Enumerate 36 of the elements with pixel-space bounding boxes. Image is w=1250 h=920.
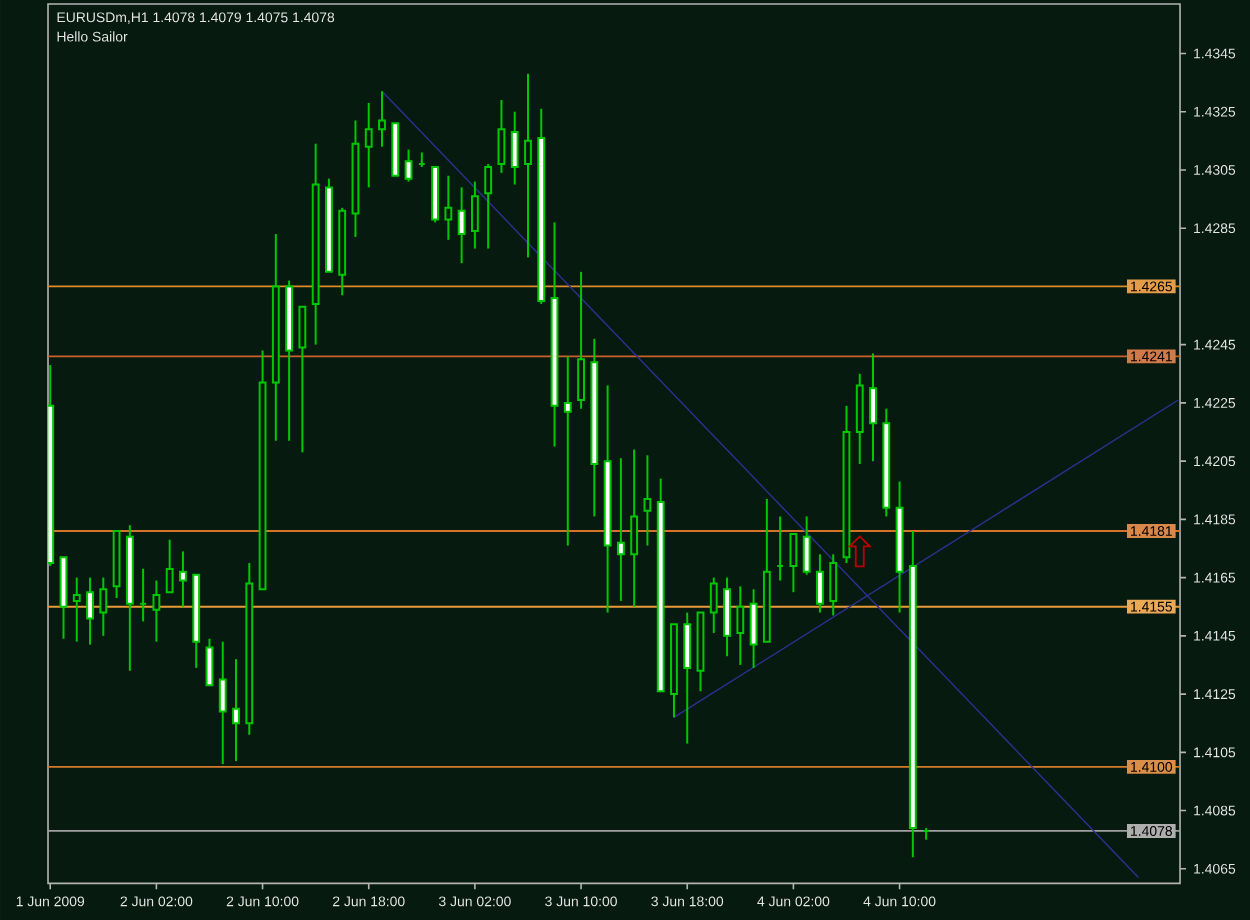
candlestick bbox=[497, 99, 506, 174]
candlestick bbox=[616, 457, 625, 602]
candlestick bbox=[165, 538, 174, 594]
candlestick bbox=[577, 270, 585, 410]
candlestick bbox=[816, 553, 824, 614]
candlestick bbox=[152, 579, 161, 643]
candlestick bbox=[232, 658, 240, 763]
candlestick bbox=[86, 576, 94, 646]
candlestick bbox=[683, 611, 692, 745]
candlestick bbox=[829, 553, 838, 617]
candlestick bbox=[630, 448, 639, 608]
candlestick bbox=[723, 576, 731, 658]
candlestick bbox=[524, 72, 532, 259]
candlestick bbox=[709, 576, 718, 634]
candlestick bbox=[364, 101, 373, 189]
candlestick bbox=[404, 148, 413, 183]
candlestick bbox=[736, 585, 745, 666]
candlestick bbox=[855, 372, 864, 466]
candlestick bbox=[99, 576, 108, 637]
candlestick bbox=[563, 355, 572, 547]
candlestick bbox=[643, 454, 652, 547]
candlestick bbox=[72, 576, 81, 643]
candlestick bbox=[298, 305, 307, 454]
candlestick bbox=[484, 163, 493, 250]
candlestick bbox=[378, 90, 386, 148]
candlestick bbox=[179, 550, 187, 608]
candlestick bbox=[789, 532, 798, 594]
candlestick bbox=[510, 110, 519, 186]
candlestick bbox=[205, 637, 214, 687]
candlestick bbox=[869, 352, 877, 463]
candlestick bbox=[802, 515, 811, 576]
candlestick bbox=[749, 588, 758, 669]
candlestick bbox=[444, 174, 453, 241]
candlestick bbox=[218, 640, 227, 765]
candlestick bbox=[457, 186, 466, 265]
candlestick bbox=[470, 180, 479, 250]
